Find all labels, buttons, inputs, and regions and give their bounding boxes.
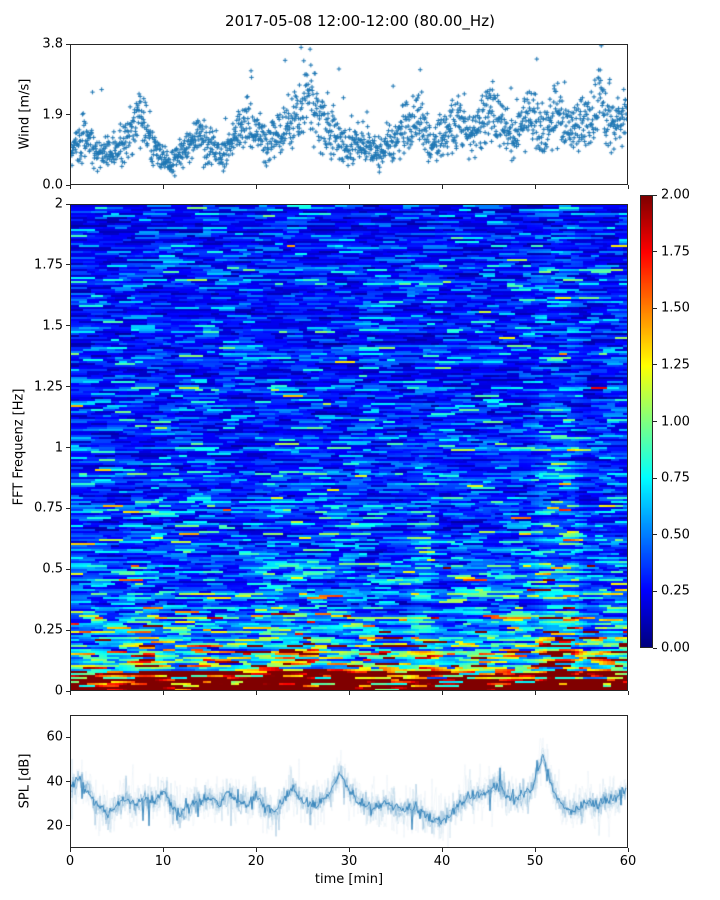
x-tick-mark bbox=[441, 185, 443, 189]
y-tick-label: 60 bbox=[46, 729, 63, 745]
y-tick-mark bbox=[66, 203, 70, 205]
colorbar-tick-mark bbox=[653, 647, 657, 649]
colorbar-tick-label: 0.00 bbox=[661, 640, 690, 656]
y-tick-label: 40 bbox=[46, 774, 63, 789]
y-tick-mark bbox=[66, 114, 70, 115]
x-tick-mark bbox=[162, 848, 164, 852]
spl-plot-axes bbox=[70, 715, 628, 848]
spl-line-canvas bbox=[71, 716, 627, 847]
colorbar-tick-mark bbox=[653, 194, 657, 196]
y-tick-label: 1.9 bbox=[42, 107, 63, 122]
y-tick-label: 0.5 bbox=[42, 561, 63, 577]
colorbar-tick-mark bbox=[653, 307, 657, 309]
y-tick-label: 1.75 bbox=[34, 257, 63, 273]
spectrogram-canvas bbox=[71, 205, 627, 690]
y-tick-mark bbox=[66, 629, 70, 631]
spectrogram-plot-axes bbox=[70, 204, 628, 691]
x-tick-mark bbox=[255, 185, 257, 189]
y-tick-mark bbox=[66, 43, 70, 45]
x-tick-mark bbox=[534, 185, 536, 189]
x-tick-label: 0 bbox=[65, 854, 75, 869]
colorbar bbox=[640, 195, 653, 648]
y-tick-label: 20 bbox=[46, 818, 63, 834]
x-tick-mark bbox=[627, 185, 629, 189]
x-tick-label: 50 bbox=[526, 854, 544, 869]
colorbar-tick-label: 1.75 bbox=[661, 244, 690, 260]
x-tick-mark bbox=[627, 848, 629, 852]
y-tick-mark bbox=[66, 736, 70, 738]
colorbar-canvas bbox=[641, 196, 652, 647]
x-tick-mark bbox=[348, 691, 350, 695]
x-tick-label: 30 bbox=[340, 854, 358, 869]
colorbar-tick-mark bbox=[653, 590, 657, 592]
chart-title: 2017-05-08 12:00-12:00 (80.00_Hz) bbox=[225, 12, 495, 30]
colorbar-tick-mark bbox=[653, 421, 657, 422]
colorbar-tick-label: 0.75 bbox=[661, 470, 690, 486]
y-tick-mark bbox=[66, 690, 70, 692]
y-tick-mark bbox=[66, 447, 70, 448]
x-tick-label: 20 bbox=[247, 854, 265, 869]
colorbar-tick-mark bbox=[653, 251, 657, 253]
x-tick-mark bbox=[255, 848, 257, 852]
y-tick-mark bbox=[66, 781, 70, 782]
x-tick-mark bbox=[348, 185, 350, 189]
x-tick-mark bbox=[534, 848, 536, 852]
y-tick-mark bbox=[66, 507, 70, 509]
y-tick-label: 1.25 bbox=[34, 379, 63, 395]
colorbar-tick-label: 2.00 bbox=[661, 187, 690, 203]
y-tick-label: 1 bbox=[54, 440, 63, 455]
colorbar-tick-label: 1.00 bbox=[661, 414, 690, 429]
colorbar-tick-mark bbox=[653, 534, 657, 536]
x-tick-label: 60 bbox=[619, 854, 637, 869]
y-tick-mark bbox=[66, 825, 70, 827]
x-tick-mark bbox=[162, 691, 164, 695]
y-tick-label: 0.75 bbox=[34, 500, 63, 516]
colorbar-tick-mark bbox=[653, 364, 657, 366]
y-tick-label: 3.8 bbox=[42, 36, 63, 52]
y-tick-mark bbox=[66, 184, 70, 186]
colorbar-tick-label: 1.25 bbox=[661, 357, 690, 373]
x-tick-label: 40 bbox=[433, 854, 451, 869]
y-tick-mark bbox=[66, 264, 70, 266]
wind-plot-axes bbox=[70, 44, 628, 185]
y-tick-label: 0.25 bbox=[34, 622, 63, 638]
y-tick-label: 1.5 bbox=[42, 318, 63, 334]
x-tick-label: 10 bbox=[154, 854, 172, 869]
y-tick-mark bbox=[66, 325, 70, 327]
x-tick-mark bbox=[348, 848, 350, 852]
colorbar-tick-label: 1.50 bbox=[661, 300, 690, 316]
x-tick-mark bbox=[69, 691, 71, 695]
x-axis-label: time [min] bbox=[314, 872, 384, 887]
wind-scatter-canvas bbox=[71, 45, 627, 184]
colorbar-tick-label: 0.25 bbox=[661, 583, 690, 599]
colorbar-tick-mark bbox=[653, 477, 657, 479]
x-tick-mark bbox=[69, 848, 71, 852]
y-tick-mark bbox=[66, 568, 70, 570]
y-tick-label: 0.0 bbox=[42, 177, 63, 193]
x-tick-mark bbox=[534, 691, 536, 695]
x-tick-mark bbox=[162, 185, 164, 189]
y-tick-label: 0 bbox=[54, 683, 63, 699]
x-tick-mark bbox=[69, 185, 71, 189]
x-tick-mark bbox=[441, 691, 443, 695]
y-tick-label: 2 bbox=[54, 196, 63, 212]
x-tick-mark bbox=[627, 691, 629, 695]
y-tick-mark bbox=[66, 386, 70, 388]
x-tick-mark bbox=[255, 691, 257, 695]
colorbar-tick-label: 0.50 bbox=[661, 527, 690, 543]
x-tick-mark bbox=[441, 848, 443, 852]
